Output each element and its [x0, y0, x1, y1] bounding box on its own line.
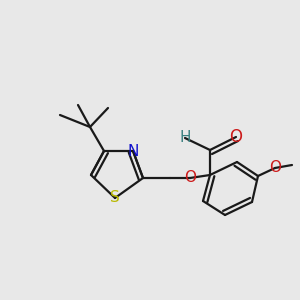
Text: S: S [110, 190, 120, 206]
Text: O: O [269, 160, 281, 175]
Text: O: O [230, 128, 242, 146]
Text: O: O [184, 170, 196, 185]
Text: H: H [179, 130, 191, 146]
Text: N: N [127, 143, 139, 158]
